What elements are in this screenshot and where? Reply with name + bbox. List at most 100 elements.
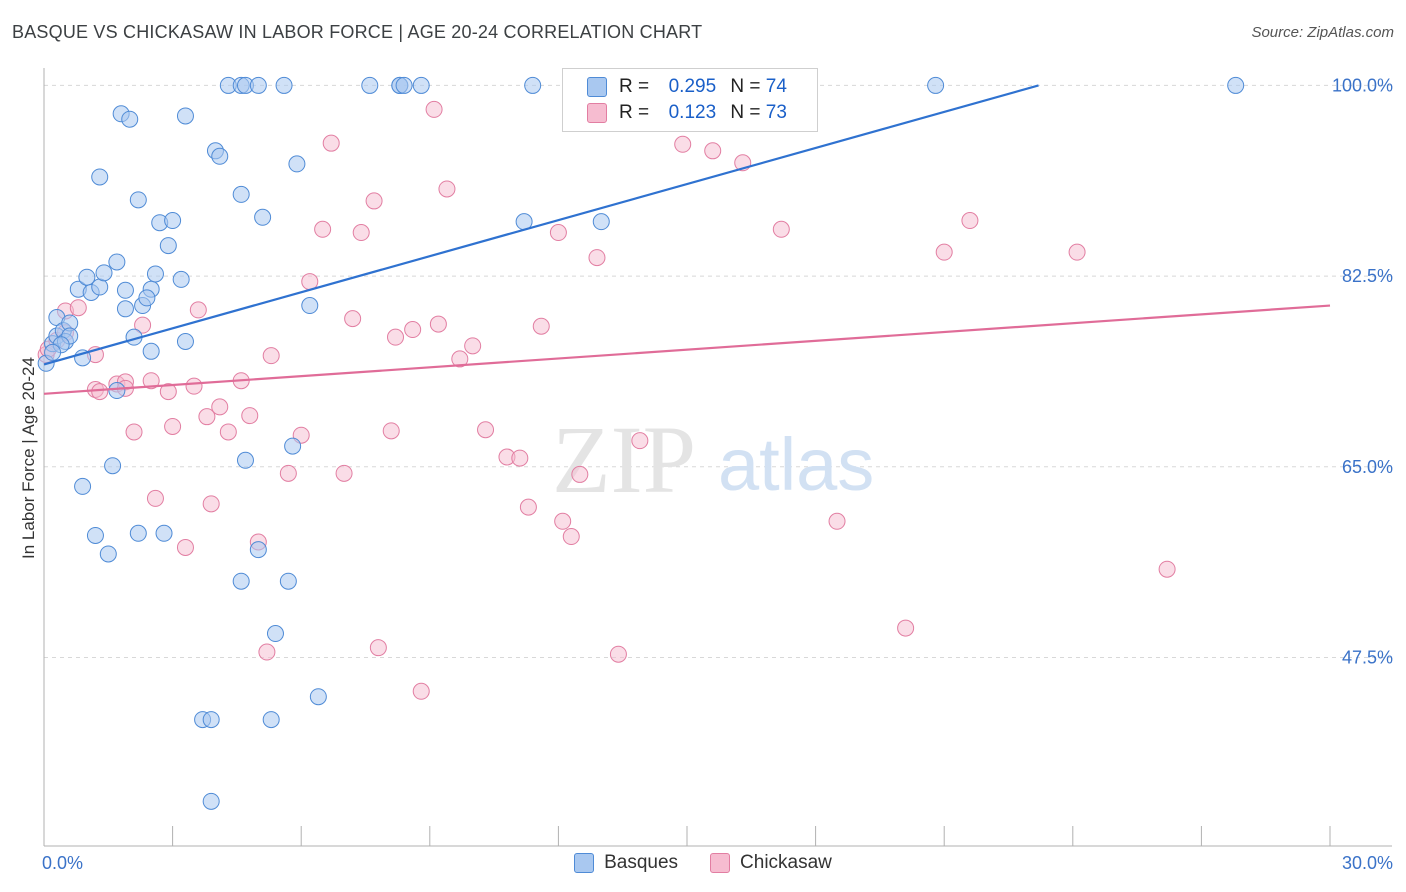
basques-point [266,625,284,643]
basques-point [129,191,147,209]
chickasaw-swatch [710,853,731,873]
legend-n-label: N = [730,76,761,97]
chickasaw-swatch [587,103,607,123]
legend-row-chickasaw: R = 0.123 N = 73 [587,101,787,125]
basques-point [116,300,134,318]
basques-points [37,76,1245,810]
basques-point [232,185,250,203]
bottom-legend-chickasaw-label: Chickasaw [740,852,832,873]
y-axis-title: In Labor Force | Age 20-24 [19,357,38,559]
chickasaw-point [369,639,387,657]
watermark-atlas: atlas [718,423,874,506]
x-tick-label: 30.0% [1342,853,1393,873]
legend-r-label: R = [619,76,650,97]
chickasaw-point [519,498,537,516]
chickasaw-point [674,135,692,153]
basques-point [91,168,109,186]
chickasaw-point [451,350,469,368]
basques-point [1227,76,1245,94]
chickasaw-point [219,423,237,441]
legend-r-value: 0.123 [668,102,717,123]
basques-point [412,76,430,94]
basques-point [284,437,302,455]
basques-trend-line [43,84,1039,366]
basques-point [164,212,182,230]
chickasaw-point [532,317,550,335]
chickasaw-point [571,465,589,483]
chickasaw-point [897,619,915,637]
basques-point [361,76,379,94]
y-tick-label: 100.0% [1332,75,1393,95]
chickasaw-point [134,316,152,334]
basques-point [142,342,160,360]
chickasaw-point [404,321,422,339]
chickasaw-point [344,310,362,328]
chickasaw-point [279,464,297,482]
legend-n-label: N = [730,102,761,123]
chickasaw-point [429,315,447,333]
basques-point [44,343,62,361]
basques-point [99,545,117,563]
basques-point [232,572,250,590]
basques-point [129,524,147,542]
chickasaw-point [609,645,627,663]
basques-point [202,792,220,810]
chickasaw-point [631,432,649,450]
basques-point [249,76,267,94]
legend-n-value: 73 [765,102,787,123]
basques-point [592,213,610,231]
basques-point [155,524,173,542]
chickasaw-point [562,528,580,546]
chickasaw-point [322,134,340,152]
chickasaw-point [159,383,177,401]
basques-point [108,382,126,400]
chickasaw-point [438,180,456,198]
bottom-legend-chickasaw: Chickasaw [710,852,832,874]
basques-point [249,541,267,559]
basques-point [254,208,272,226]
basques-swatch [587,77,607,97]
basques-point [138,289,156,307]
chickasaw-point [314,220,332,238]
basques-point [146,265,164,283]
basques-point [116,281,134,299]
chickasaw-trend-line [43,304,1331,395]
basques-point [172,270,190,288]
chickasaw-point [412,682,430,700]
chickasaw-point [125,423,143,441]
chickasaw-points [37,76,1176,700]
basques-point [288,155,306,173]
chickasaw-point [511,449,529,467]
y-tick-labels: 100.0% 82.5% 65.0% 47.5% [1332,75,1393,667]
trend-lines [43,84,1331,395]
watermark: ZIP atlas [552,406,874,513]
basques-point [91,278,109,296]
chickasaw-point [176,538,194,556]
basques-point [159,237,177,255]
legend-row-basques: R = 0.295 N = 74 [587,75,787,99]
basques-point [309,688,327,706]
chickasaw-point [91,383,109,401]
basques-point [202,711,220,729]
bottom-legend-basques-label: Basques [604,852,679,873]
grid-lines [44,84,1392,658]
chickasaw-point [69,299,87,317]
chickasaw-point [185,377,203,395]
legend-n-value: 74 [765,76,787,97]
y-tick-label: 82.5% [1342,266,1393,286]
chickasaw-point [382,422,400,440]
basques-point [236,451,254,469]
basques-point [524,76,542,94]
chickasaw-point [828,512,846,530]
chickasaw-point [202,495,220,513]
chickasaw-point [164,417,182,435]
basques-point [275,76,293,94]
chickasaw-point [588,249,606,267]
basques-point [176,107,194,125]
chickasaw-point [772,220,790,238]
chickasaw-point [935,243,953,261]
basques-point [176,332,194,350]
chickasaw-point [211,398,229,416]
watermark-zip: ZIP [552,406,696,513]
